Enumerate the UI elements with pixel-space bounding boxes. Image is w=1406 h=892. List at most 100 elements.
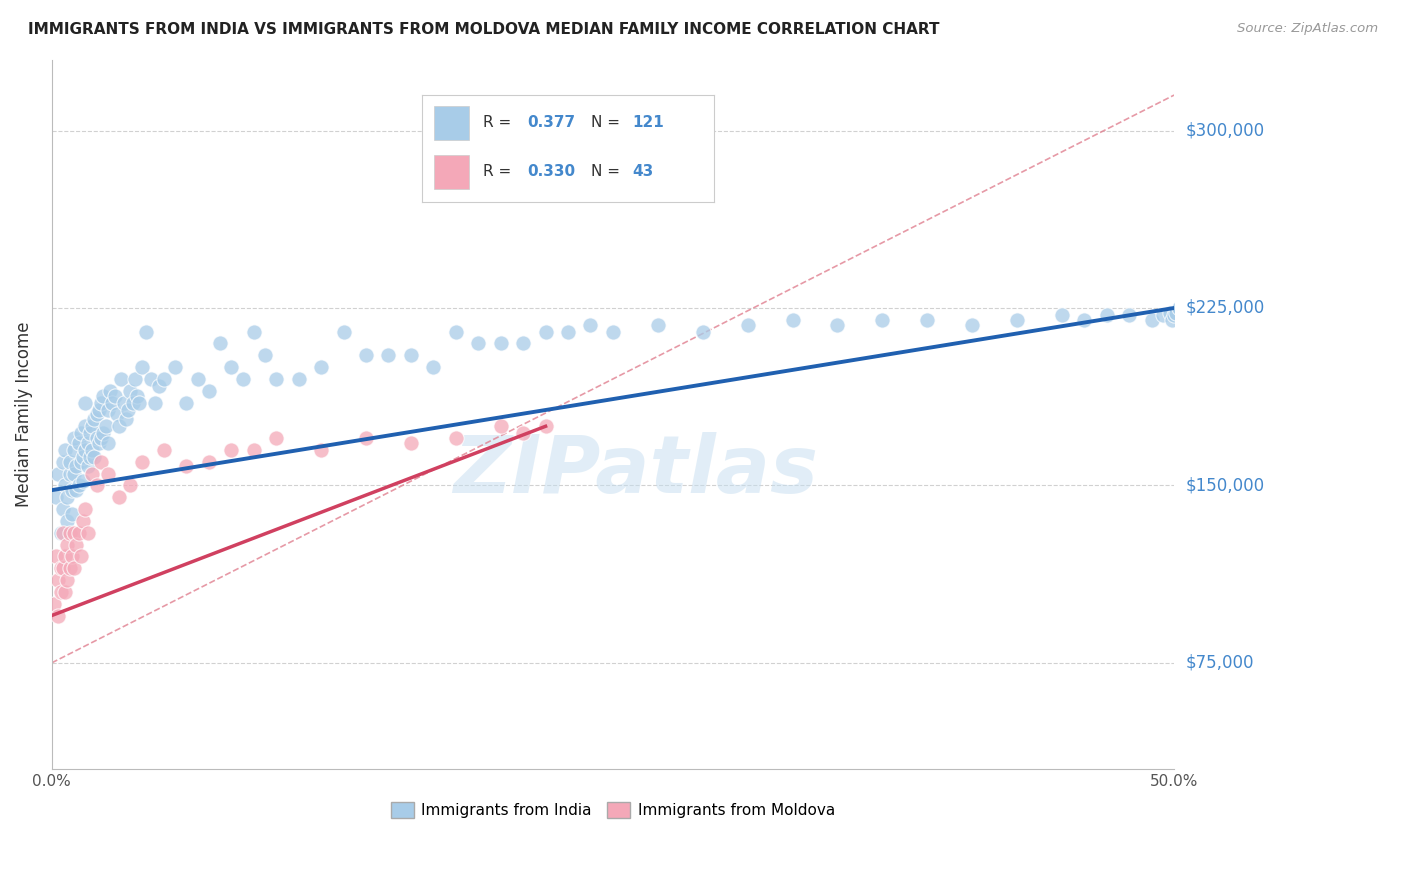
Point <box>53 585 76 599</box>
Point <box>120 478 142 492</box>
Point <box>579 318 602 332</box>
Point <box>52 502 75 516</box>
Point <box>97 402 120 417</box>
Point <box>1166 306 1188 320</box>
Point <box>1073 313 1095 327</box>
Point <box>65 537 87 551</box>
Point <box>79 426 101 441</box>
Point <box>83 412 105 426</box>
Point <box>53 478 76 492</box>
Point <box>104 388 127 402</box>
Point <box>59 467 82 481</box>
Point <box>232 372 254 386</box>
Point <box>422 360 444 375</box>
Point <box>332 325 354 339</box>
Text: Source: ZipAtlas.com: Source: ZipAtlas.com <box>1237 22 1378 36</box>
Point <box>143 395 166 409</box>
Point <box>56 490 79 504</box>
Point <box>56 514 79 528</box>
Point <box>82 419 104 434</box>
Point <box>827 318 849 332</box>
Point <box>489 419 512 434</box>
Point <box>76 459 98 474</box>
Point <box>153 372 176 386</box>
Point <box>165 360 187 375</box>
Point <box>125 388 148 402</box>
Point <box>70 455 93 469</box>
Point <box>354 348 377 362</box>
Point <box>72 474 94 488</box>
Point <box>176 459 198 474</box>
Point <box>67 435 90 450</box>
Point <box>512 336 534 351</box>
Point <box>1159 306 1181 320</box>
Point <box>52 561 75 575</box>
Point <box>287 372 309 386</box>
Point <box>377 348 399 362</box>
Point <box>135 325 157 339</box>
Point <box>42 597 65 611</box>
Text: $75,000: $75,000 <box>1185 654 1254 672</box>
Point <box>63 561 86 575</box>
Point <box>1152 308 1174 322</box>
Point <box>148 379 170 393</box>
Point <box>53 442 76 457</box>
Point <box>242 442 264 457</box>
Point <box>198 455 221 469</box>
Point <box>1160 313 1182 327</box>
Point <box>309 442 332 457</box>
Point <box>444 325 467 339</box>
Point <box>112 395 135 409</box>
Text: ZIPatlas: ZIPatlas <box>453 433 818 510</box>
Text: $225,000: $225,000 <box>1185 299 1264 317</box>
Point <box>49 525 72 540</box>
Point <box>76 525 98 540</box>
Point <box>264 372 287 386</box>
Point <box>242 325 264 339</box>
Point <box>83 450 105 464</box>
Text: IMMIGRANTS FROM INDIA VS IMMIGRANTS FROM MOLDOVA MEDIAN FAMILY INCOME CORRELATIO: IMMIGRANTS FROM INDIA VS IMMIGRANTS FROM… <box>28 22 939 37</box>
Text: $150,000: $150,000 <box>1185 476 1264 494</box>
Point <box>557 325 579 339</box>
Point <box>467 336 489 351</box>
Point <box>82 442 104 457</box>
Point <box>399 348 422 362</box>
Point <box>87 402 110 417</box>
Point <box>60 483 83 497</box>
Point <box>45 549 67 564</box>
Point <box>1050 308 1073 322</box>
Point <box>97 435 120 450</box>
Point <box>139 372 162 386</box>
Point <box>131 455 153 469</box>
Point <box>124 372 146 386</box>
Legend: Immigrants from India, Immigrants from Moldova: Immigrants from India, Immigrants from M… <box>384 794 842 825</box>
Point <box>65 483 87 497</box>
Point <box>52 455 75 469</box>
Point <box>75 419 97 434</box>
Text: $300,000: $300,000 <box>1185 121 1264 139</box>
Point <box>67 478 90 492</box>
Point <box>187 372 209 386</box>
Point <box>264 431 287 445</box>
Point <box>399 435 422 450</box>
Point <box>93 388 115 402</box>
Y-axis label: Median Family Income: Median Family Income <box>15 322 32 508</box>
Point <box>117 402 139 417</box>
Point <box>114 412 136 426</box>
Point <box>63 442 86 457</box>
Point <box>108 490 131 504</box>
Point <box>602 325 624 339</box>
Point <box>56 537 79 551</box>
Point <box>63 431 86 445</box>
Point <box>90 395 112 409</box>
Point <box>198 384 221 398</box>
Point <box>93 426 115 441</box>
Point <box>90 455 112 469</box>
Point <box>86 408 108 422</box>
Point <box>48 467 70 481</box>
Point <box>70 549 93 564</box>
Point <box>444 431 467 445</box>
Point <box>354 431 377 445</box>
Point <box>872 313 894 327</box>
Point <box>98 384 121 398</box>
